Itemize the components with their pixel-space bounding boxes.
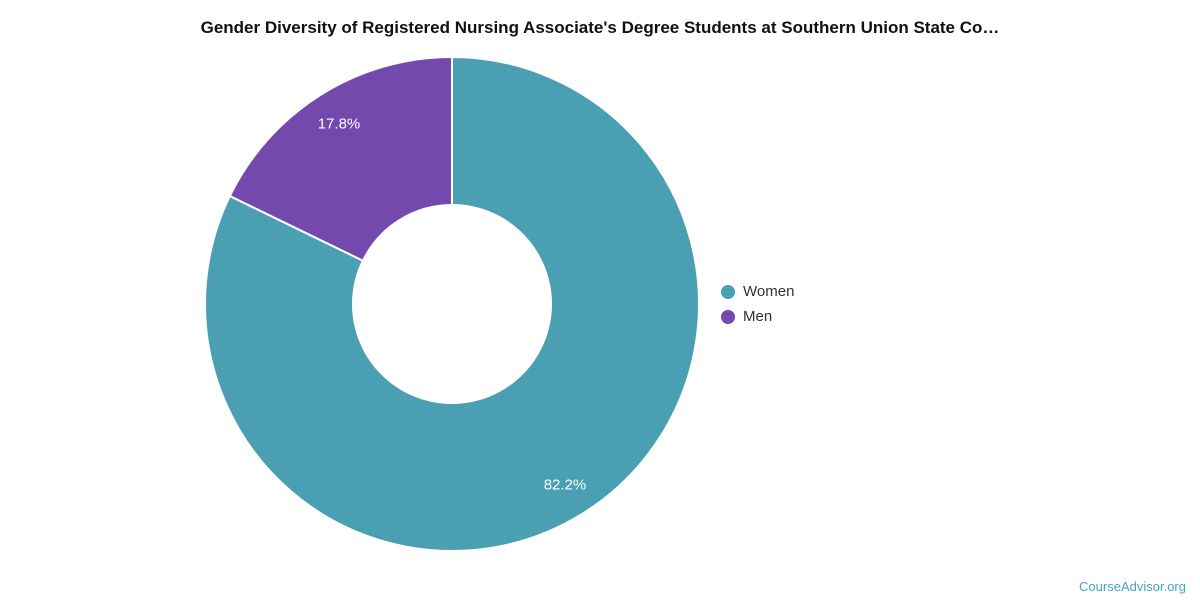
chart-title: Gender Diversity of Registered Nursing A… [200, 18, 1000, 37]
slice-percent-label-men: 17.8% [318, 115, 361, 132]
slice-percent-label-women: 82.2% [544, 477, 587, 494]
pie-slice-women[interactable] [204, 56, 700, 552]
legend-marker-circle-icon [721, 309, 735, 324]
legend-label: Men [743, 308, 773, 325]
legend-label: Women [743, 283, 795, 300]
legend-item-men[interactable]: Men [721, 304, 794, 329]
legend-item-women[interactable]: Women [721, 279, 794, 304]
legend: Women Men [721, 279, 794, 329]
legend-marker-circle-icon [721, 284, 735, 299]
pie-slice-men[interactable] [228, 56, 453, 262]
watermark-link[interactable]: CourseAdvisor.org [1079, 579, 1186, 594]
